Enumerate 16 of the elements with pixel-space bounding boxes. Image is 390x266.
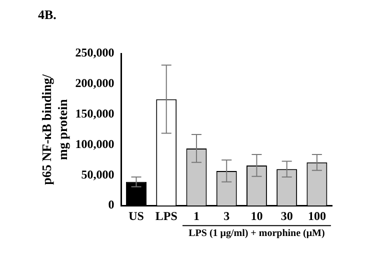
x-tick-label: 100: [308, 208, 326, 223]
y-tick-label: 250,000: [75, 46, 114, 60]
chart-title: 4B.: [38, 7, 56, 22]
x-tick-label: 10: [250, 208, 263, 223]
y-tick-label: 50,000: [81, 167, 114, 182]
y-tick-label: 200,000: [75, 76, 114, 90]
x-tick-label: 3: [224, 208, 230, 223]
x-tick-label: US: [128, 208, 144, 223]
x-axis-title: LPS (1 μg/ml) + morphine (μM): [188, 228, 325, 240]
x-tick-label: 30: [280, 208, 293, 223]
x-tick-label: LPS: [155, 208, 178, 223]
y-tick-label: 100,000: [75, 136, 114, 151]
y-tick-label: 150,000: [75, 106, 114, 120]
y-tick-label: 0: [108, 198, 114, 212]
y-axis-title: p65 NF-κB binding/ mg protein: [39, 74, 70, 185]
x-tick-label: 1: [193, 208, 200, 223]
